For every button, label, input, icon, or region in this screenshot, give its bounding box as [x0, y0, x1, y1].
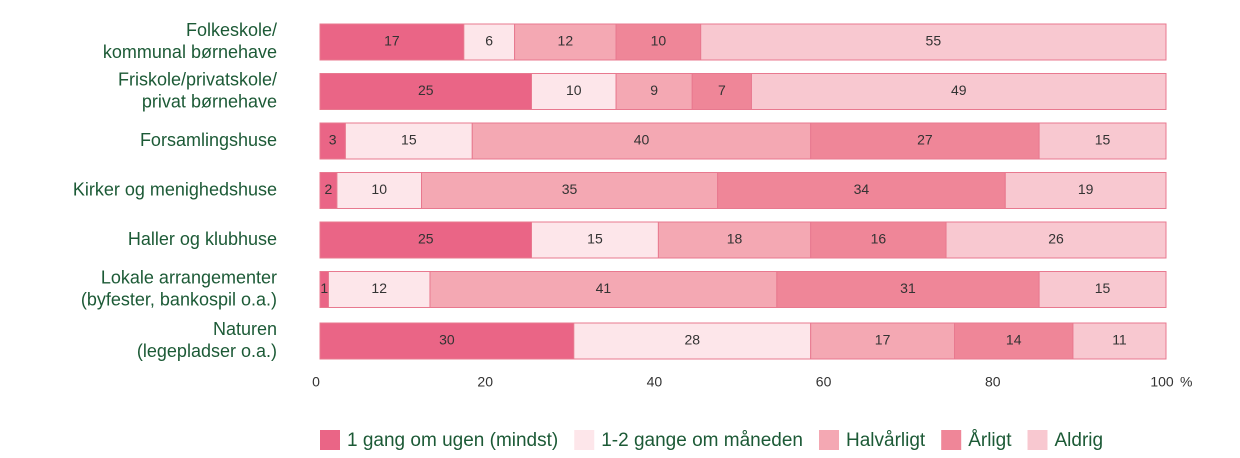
category-label: Forsamlingshuse	[140, 130, 277, 150]
value-label: 15	[587, 231, 603, 247]
legend-label: Halvårligt	[846, 430, 926, 451]
value-label: 41	[596, 280, 612, 296]
bar-segment	[429, 271, 778, 308]
value-label: 10	[651, 33, 667, 49]
x-tick-label: 100	[1150, 374, 1174, 390]
legend-swatch	[320, 430, 340, 450]
legend-label: 1 gang om ugen (mindst)	[347, 430, 558, 451]
value-label: 28	[684, 332, 700, 348]
bar-segment	[1038, 271, 1167, 308]
value-label: 7	[718, 82, 726, 98]
category-label: (byfester, bankospil o.a.)	[81, 289, 277, 309]
legend-swatch	[941, 430, 962, 450]
x-axis-unit: %	[1180, 374, 1192, 390]
legend-swatch	[574, 430, 595, 450]
value-label: 26	[1048, 231, 1064, 247]
category-label: Haller og klubhuse	[128, 229, 277, 249]
bar-segment	[776, 271, 1040, 308]
value-label: 49	[951, 82, 967, 98]
value-label: 16	[871, 231, 887, 247]
category-label: privat børnehave	[142, 91, 277, 111]
bar-segment	[717, 172, 1006, 209]
value-label: 14	[1006, 332, 1022, 348]
value-label: 12	[371, 280, 387, 296]
x-tick-label: 40	[647, 374, 663, 390]
value-label: 17	[384, 33, 400, 49]
bar-segment	[810, 122, 1040, 160]
value-label: 18	[727, 231, 743, 247]
value-label: 40	[634, 132, 650, 148]
bar-segment	[657, 221, 812, 259]
value-label: 3	[329, 132, 337, 148]
category-label: Lokale arrangementer	[101, 267, 277, 287]
bar-segment	[421, 172, 719, 209]
value-label: 6	[485, 33, 493, 49]
bar-segment	[327, 271, 431, 308]
bar-segment	[750, 73, 1167, 110]
category-label: Naturen	[213, 319, 277, 339]
bar-segment	[319, 322, 575, 360]
value-label: 15	[1095, 132, 1111, 148]
bar-segment	[810, 322, 955, 360]
category-label: Friskole/privatskole/	[118, 69, 277, 89]
category-label: Folkeskole/	[186, 20, 277, 40]
value-label: 19	[1078, 181, 1094, 197]
bar-segment	[344, 122, 473, 160]
value-label: 35	[562, 181, 578, 197]
bar-segment	[319, 73, 532, 110]
legend-label: Aldrig	[1055, 430, 1104, 451]
value-label: 9	[650, 82, 658, 98]
value-label: 10	[371, 181, 387, 197]
value-label: 1	[320, 280, 328, 296]
bar-segment	[954, 322, 1074, 360]
value-label: 31	[900, 280, 916, 296]
bar-segment	[514, 23, 617, 61]
x-tick-label: 80	[985, 374, 1001, 390]
bar-segment	[700, 23, 1167, 61]
value-label: 27	[917, 132, 933, 148]
legend-label: 1-2 gange om måneden	[601, 430, 803, 451]
category-label: Kirker og menighedshuse	[73, 179, 277, 199]
bar-segment	[1038, 122, 1167, 160]
value-label: 15	[401, 132, 417, 148]
value-label: 25	[418, 82, 434, 98]
x-tick-label: 60	[816, 374, 832, 390]
value-label: 17	[875, 332, 891, 348]
bar-segment	[810, 221, 947, 259]
bar-segment	[463, 23, 516, 61]
bar-segment	[531, 73, 617, 110]
x-tick-label: 20	[477, 374, 493, 390]
value-label: 11	[1112, 332, 1127, 348]
value-label: 30	[439, 332, 455, 348]
value-label: 34	[854, 181, 870, 197]
bar-segment	[319, 23, 465, 61]
legend-label: Årligt	[968, 430, 1012, 451]
category-label: kommunal børnehave	[103, 42, 277, 62]
bar-segment	[471, 122, 812, 160]
legend-swatch	[1027, 430, 1048, 450]
bar-segment	[615, 73, 693, 110]
bar-segment	[336, 172, 423, 209]
bar-segment	[945, 221, 1167, 259]
value-label: 55	[926, 33, 942, 49]
bar-segment	[531, 221, 659, 259]
bar-segment	[1004, 172, 1167, 209]
value-label: 2	[325, 181, 333, 197]
x-tick-label: 0	[312, 374, 320, 390]
bar-segment	[691, 73, 752, 110]
value-label: 10	[566, 82, 582, 98]
legend-swatch	[819, 430, 839, 450]
value-label: 25	[418, 231, 434, 247]
bar-segment	[1072, 322, 1167, 360]
value-label: 12	[558, 33, 574, 49]
value-label: 15	[1095, 280, 1111, 296]
category-label: (legepladser o.a.)	[137, 341, 277, 361]
bar-segment	[319, 221, 532, 259]
